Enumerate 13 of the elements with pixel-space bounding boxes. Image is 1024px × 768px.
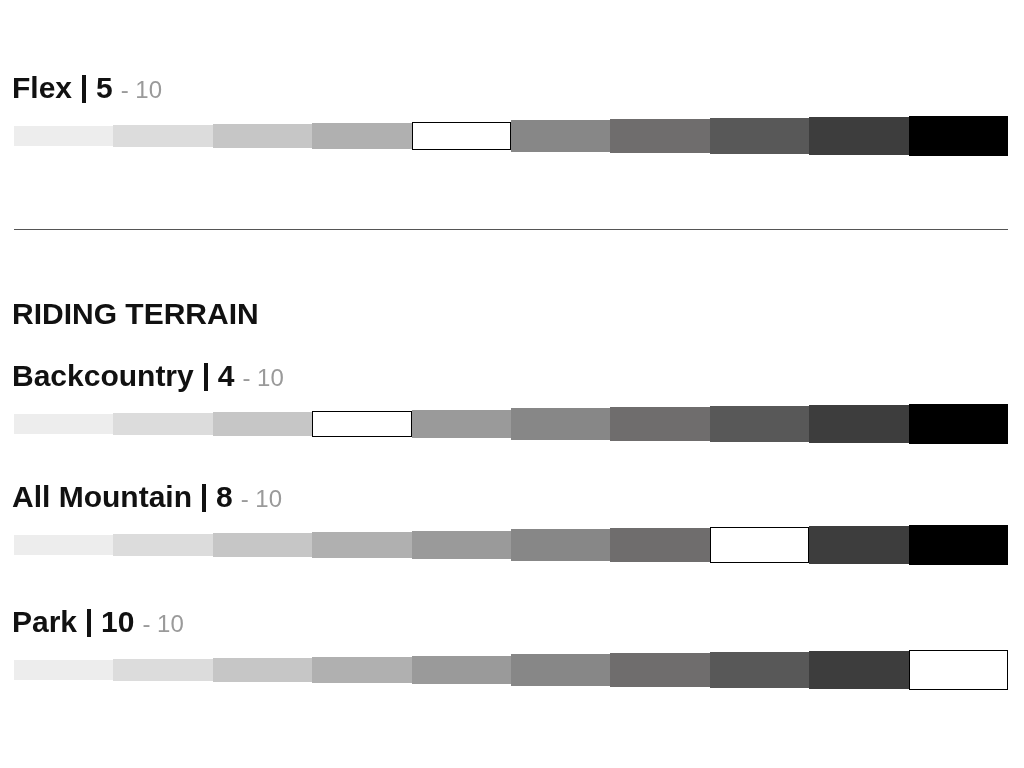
text: - 10	[142, 609, 184, 637]
text: RIDING TERRAIN	[12, 296, 259, 330]
text: - 10	[242, 363, 284, 391]
data-label: 10	[101, 604, 135, 638]
data-label: 5	[96, 70, 113, 104]
text: All Mountain	[12, 479, 192, 513]
text: Flex	[12, 70, 73, 104]
text: - 10	[120, 75, 163, 103]
data-label: 8	[215, 479, 233, 513]
text: Park	[12, 604, 78, 638]
data-label: 4	[217, 358, 235, 392]
text: Backcountry	[12, 358, 195, 392]
text: - 10	[240, 484, 283, 512]
